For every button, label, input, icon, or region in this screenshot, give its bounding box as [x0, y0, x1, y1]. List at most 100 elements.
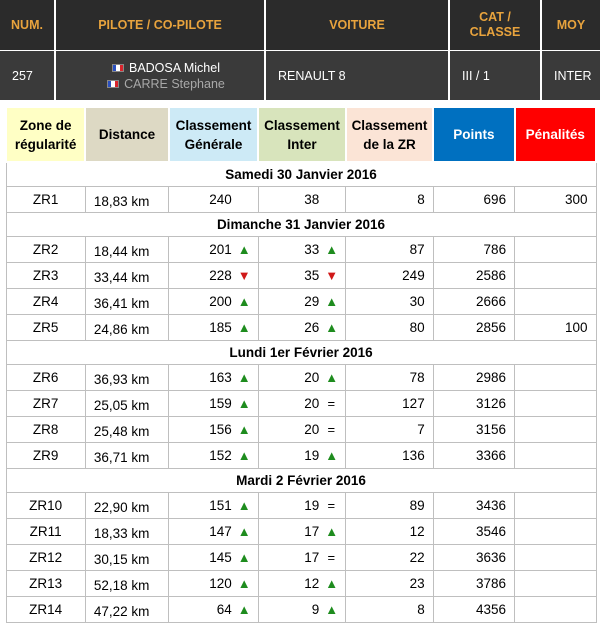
distance-cell: 36,93 km [84, 363, 170, 391]
classement-inter-cell: 17 ▲ [257, 517, 347, 545]
classement-zr-cell: 136 [345, 441, 434, 469]
zone-cell: ZR14 [5, 595, 86, 623]
points-cell: 696 [432, 185, 516, 213]
classement-zr-cell: 87 [345, 235, 434, 263]
classement-generale-cell: 201 ▲ [168, 235, 259, 263]
classement-zr-cell: 7 [345, 415, 434, 443]
classement-inter-cell: 35 ▼ [257, 261, 347, 289]
penalites-cell [514, 389, 597, 417]
classement-zr-cell: 249 [345, 261, 434, 289]
table-row: ZR10 22,90 km 151 ▲ 19 = 89 3436 [5, 491, 597, 519]
arrow-up-icon: ▲ [325, 575, 339, 591]
classement-generale-cell: 185 ▲ [168, 313, 259, 341]
arrow-up-icon: ▲ [325, 601, 339, 617]
distance-cell: 24,86 km [84, 313, 170, 341]
arrow-up-icon: ▲ [325, 241, 339, 257]
crew-num: 257 [0, 51, 54, 100]
points-cell: 3786 [432, 569, 516, 597]
penalites-cell [514, 235, 597, 263]
classement-inter-cell-value: 20 [304, 421, 320, 437]
day-header-row: Dimanche 31 Janvier 2016 [5, 211, 597, 237]
penalites-cell [514, 287, 597, 315]
zone-cell: ZR12 [5, 543, 86, 571]
classement-generale-cell-value: 64 [216, 601, 232, 617]
zone-cell: ZR9 [5, 441, 86, 469]
header-penalites: Pénalités [513, 106, 598, 163]
col-moy: MOY [542, 0, 600, 50]
zone-cell: ZR11 [5, 517, 86, 545]
classement-generale-cell: 228 ▼ [168, 261, 259, 289]
distance-cell: 18,44 km [84, 235, 170, 263]
distance-cell: 36,71 km [84, 441, 170, 469]
arrow-up-icon: ▲ [325, 369, 339, 385]
results-header-row: Zone de régularité Distance Classement G… [4, 106, 598, 163]
table-row: ZR7 25,05 km 159 ▲ 20 = 127 3126 [5, 389, 597, 417]
header-classement-inter: Classement Inter [257, 106, 347, 163]
pilote-name: BADOSA Michel [128, 60, 220, 75]
classement-generale-cell-value: 120 [209, 575, 232, 591]
copilote-name: CARRE Stephane [124, 76, 225, 91]
header-zone: Zone de régularité [4, 106, 87, 163]
classement-inter-cell: 20 = [257, 415, 347, 443]
arrow-up-icon: ▲ [237, 523, 251, 539]
zone-cell: ZR8 [5, 415, 86, 443]
classement-generale-cell: 200 ▲ [168, 287, 259, 315]
classement-zr-cell: 22 [345, 543, 434, 571]
crew-header: NUM. PILOTE / CO-PILOTE VOITURE CAT / CL… [0, 0, 600, 100]
france-flag-icon [107, 79, 120, 88]
classement-generale-cell: 163 ▲ [168, 363, 259, 391]
classement-generale-cell-value: 152 [209, 447, 232, 463]
classement-generale-cell: 147 ▲ [168, 517, 259, 545]
classement-generale-cell-value: 228 [209, 267, 232, 283]
classement-inter-cell: 29 ▲ [257, 287, 347, 315]
penalites-cell [514, 569, 597, 597]
france-flag-icon [111, 63, 124, 72]
distance-cell: 33,44 km [84, 261, 170, 289]
classement-generale-cell-value: 185 [209, 319, 232, 335]
classement-zr-cell: 80 [345, 313, 434, 341]
distance-cell: 25,48 km [84, 415, 170, 443]
classement-generale-cell-value: 156 [209, 421, 232, 437]
zone-cell: ZR6 [5, 363, 86, 391]
arrow-up-icon: ▲ [237, 497, 251, 513]
table-row: ZR5 24,86 km 185 ▲ 26 ▲ 80 2856 100 [5, 313, 597, 341]
table-row: ZR1 18,83 km 240 38 8 696 300 [5, 185, 597, 213]
arrow-up-icon: ▲ [237, 549, 251, 565]
crew-row: 257 BADOSA Michel CARRE Stephane RENAULT… [0, 51, 600, 100]
penalites-cell [514, 441, 597, 469]
arrow-down-icon: ▼ [325, 267, 339, 283]
points-cell: 786 [432, 235, 516, 263]
header-points: Points [432, 106, 516, 163]
table-row: ZR3 33,44 km 228 ▼ 35 ▼ 249 2586 [5, 261, 597, 289]
penalites-cell [514, 517, 597, 545]
classement-generale-cell-value: 151 [209, 497, 232, 513]
table-row: ZR14 47,22 km 64 ▲ 9 ▲ 8 4356 [5, 595, 597, 623]
penalites-cell [514, 543, 597, 571]
arrow-up-icon: ▲ [325, 523, 339, 539]
penalites-cell [514, 491, 597, 519]
arrow-down-icon: ▼ [237, 267, 251, 283]
penalites-cell [514, 415, 597, 443]
classement-inter-cell: 38 [257, 185, 347, 213]
points-cell: 3546 [432, 517, 516, 545]
header-distance: Distance [84, 106, 170, 163]
arrow-up-icon: ▲ [325, 447, 339, 463]
classement-generale-cell-value: 145 [209, 549, 232, 565]
classement-generale-cell: 64 ▲ [168, 595, 259, 623]
penalites-cell [514, 261, 597, 289]
arrow-up-icon: ▲ [237, 241, 251, 257]
table-row: ZR2 18,44 km 201 ▲ 33 ▲ 87 786 [5, 235, 597, 263]
crew-cat-classe: III / 1 [450, 51, 540, 100]
classement-inter-cell-value: 20 [304, 395, 320, 411]
penalites-cell [514, 363, 597, 391]
table-row: ZR6 36,93 km 163 ▲ 20 ▲ 78 2986 [5, 363, 597, 391]
crew-header-columns: NUM. PILOTE / CO-PILOTE VOITURE CAT / CL… [0, 0, 600, 50]
classement-inter-cell-value: 9 [311, 601, 320, 617]
classement-generale-cell: 152 ▲ [168, 441, 259, 469]
zone-cell: ZR13 [5, 569, 86, 597]
distance-cell: 52,18 km [84, 569, 170, 597]
day-header-row: Lundi 1er Février 2016 [5, 339, 597, 365]
classement-generale-cell-value: 240 [209, 191, 232, 207]
classement-inter-cell-value: 38 [304, 191, 320, 207]
arrow-up-icon: ▲ [237, 369, 251, 385]
